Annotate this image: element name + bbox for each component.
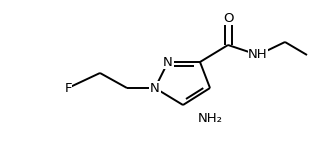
Text: NH₂: NH₂ xyxy=(198,111,222,124)
Text: O: O xyxy=(223,12,233,25)
Text: NH: NH xyxy=(248,49,268,62)
Text: F: F xyxy=(64,82,72,95)
Text: N: N xyxy=(150,82,160,95)
Text: N: N xyxy=(163,56,173,69)
